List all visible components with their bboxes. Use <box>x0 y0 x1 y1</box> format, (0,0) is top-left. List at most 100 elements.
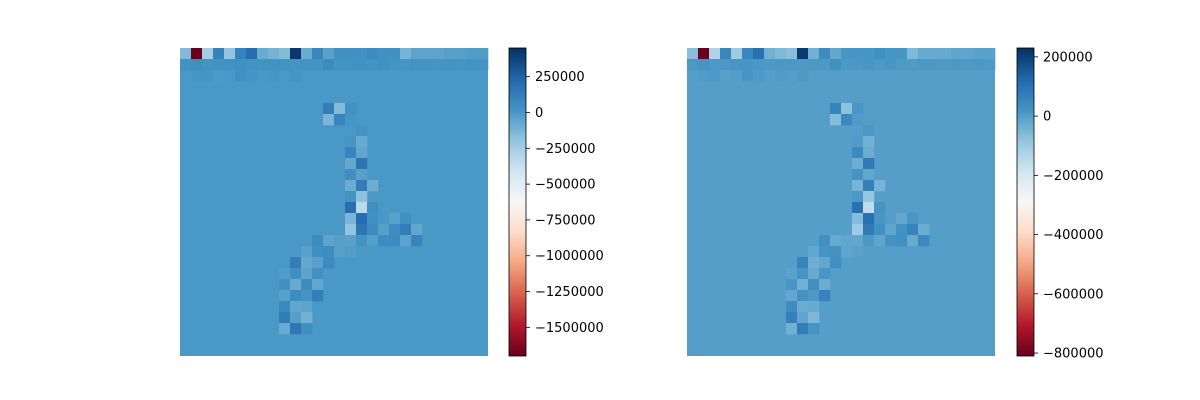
heatmap-cell <box>334 246 346 258</box>
heatmap-cell <box>411 48 423 60</box>
heatmap-cell <box>323 257 335 269</box>
heatmap-cell <box>720 48 732 60</box>
heatmap-cell <box>786 323 798 335</box>
heatmap-cell <box>698 48 710 60</box>
heatmap-cell <box>356 235 368 247</box>
heatmap-cell <box>841 246 853 258</box>
heatmap-cell <box>301 48 313 60</box>
heatmap-cell <box>863 213 875 225</box>
heatmap-cell <box>334 114 346 126</box>
colorbar <box>508 47 527 357</box>
heatmap-cell <box>400 59 412 71</box>
heatmap-cell <box>830 235 842 247</box>
heatmap-background <box>180 48 488 356</box>
heatmap-cell <box>455 48 467 60</box>
heatmap-cell <box>213 59 225 71</box>
heatmap-cell <box>797 301 809 313</box>
heatmap-cell <box>400 224 412 236</box>
heatmap-cell <box>852 191 864 203</box>
colorbar-tick-label: −600000 <box>1043 287 1104 302</box>
heatmap-cell <box>312 235 324 247</box>
heatmap-cell <box>279 59 291 71</box>
heatmap-cell <box>885 235 897 247</box>
heatmap-cell <box>356 48 368 60</box>
heatmap-cell <box>477 59 489 71</box>
heatmap-cell <box>786 301 798 313</box>
heatmap-cell <box>356 125 368 137</box>
heatmap-panel-right: 200000 0 −200000 −400000 −600000 −800000 <box>687 47 1104 362</box>
heatmap-cell <box>400 235 412 247</box>
heatmap-cell <box>830 48 842 60</box>
heatmap-cell <box>202 48 214 60</box>
heatmap-cell <box>323 246 335 258</box>
heatmap-cell <box>422 48 434 60</box>
heatmap-cell <box>290 312 302 324</box>
heatmap-cell <box>466 48 478 60</box>
heatmap-cell <box>334 235 346 247</box>
heatmap-cell <box>852 235 864 247</box>
heatmap-cell <box>191 59 203 71</box>
heatmap-cell <box>279 268 291 280</box>
heatmap-cell <box>312 290 324 302</box>
heatmap-cell <box>301 323 313 335</box>
heatmap-cell <box>301 290 313 302</box>
heatmap-cell <box>786 290 798 302</box>
heatmap-cell <box>367 235 379 247</box>
heatmap-cell <box>202 70 214 82</box>
heatmap-cell <box>808 279 820 291</box>
heatmap-cell <box>863 136 875 148</box>
heatmap-cell <box>731 48 743 60</box>
heatmap-cell <box>764 59 776 71</box>
heatmap-cell <box>786 312 798 324</box>
heatmap-cell <box>356 169 368 181</box>
heatmap-cell <box>830 257 842 269</box>
heatmap-cell <box>841 59 853 71</box>
heatmap-cell <box>907 224 919 236</box>
heatmap-cell <box>852 136 864 148</box>
heatmap-cell <box>863 191 875 203</box>
heatmap-cell <box>422 59 434 71</box>
heatmap-cell <box>918 48 930 60</box>
heatmap-cell <box>312 48 324 60</box>
colorbar-tick-label: −1500000 <box>535 321 604 336</box>
heatmap-cell <box>863 59 875 71</box>
heatmap-cell <box>786 59 798 71</box>
heatmap-cell <box>301 59 313 71</box>
heatmap-cell <box>907 235 919 247</box>
heatmap-panel-left: 250000 0 −250000 −500000 −750000 −1000000 −125… <box>180 47 604 357</box>
heatmap-cell <box>444 48 456 60</box>
heatmap-cell <box>389 213 401 225</box>
heatmap-cell <box>356 202 368 214</box>
heatmap-cell <box>874 180 886 192</box>
heatmap-cell <box>367 213 379 225</box>
heatmap-cell <box>224 48 236 60</box>
heatmap-cell <box>896 48 908 60</box>
heatmap-cell <box>819 290 831 302</box>
heatmap-cell <box>863 125 875 137</box>
heatmap-cell <box>819 246 831 258</box>
heatmap-cell <box>819 257 831 269</box>
heatmap-cell <box>389 224 401 236</box>
heatmap-cell <box>852 169 864 181</box>
heatmap-cell <box>411 59 423 71</box>
heatmap-cell <box>191 48 203 60</box>
heatmap-cell <box>213 48 225 60</box>
heatmap-cell <box>775 48 787 60</box>
heatmap-cell <box>819 48 831 60</box>
heatmap-cell <box>224 59 236 71</box>
heatmap-cell <box>334 103 346 115</box>
heatmap-cell <box>808 301 820 313</box>
heatmap-cell <box>345 59 357 71</box>
heatmap-cell <box>257 48 269 60</box>
heatmap-cell <box>301 268 313 280</box>
heatmap-cell <box>852 158 864 170</box>
heatmap-cell <box>323 114 335 126</box>
heatmap-cell <box>356 136 368 148</box>
heatmap-cell <box>290 48 302 60</box>
heatmap-cell <box>312 246 324 258</box>
heatmap-cell <box>345 136 357 148</box>
colorbar-tick-label: −750000 <box>535 213 596 228</box>
heatmap-cell <box>830 114 842 126</box>
heatmap-cell <box>907 59 919 71</box>
heatmap-cell <box>852 114 864 126</box>
